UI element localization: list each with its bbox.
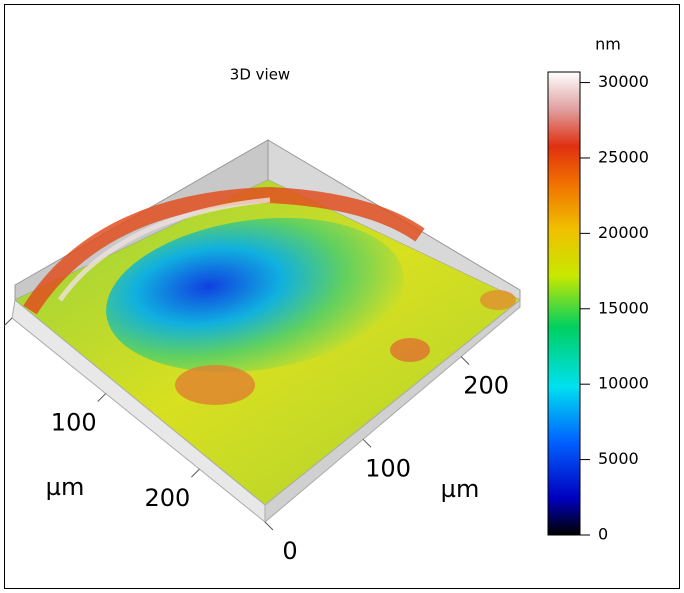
x-axis-label: µm <box>441 475 480 503</box>
x-tick-label: 200 <box>463 372 509 400</box>
x-tick-label: 100 <box>365 454 411 482</box>
x-tick <box>265 522 273 530</box>
chart: 3D view nm µm µm 0 5000 10000 15000 20000 250… <box>0 0 684 593</box>
colorbar-tick-label: 25000 <box>598 147 649 166</box>
colorbar-tick-label: 0 <box>598 525 608 544</box>
y-tick <box>4 318 12 326</box>
y-axis-label: µm <box>46 473 85 501</box>
y-tick-label: 200 <box>145 484 191 512</box>
colorbar-tick-label: 10000 <box>598 374 649 393</box>
colorbar-tick-label: 5000 <box>598 449 639 468</box>
colorbar-tick-label: 20000 <box>598 223 649 242</box>
y-tick-label: 100 <box>51 409 97 437</box>
x-tick-label: 0 <box>282 537 297 565</box>
colorbar-tick-label: 15000 <box>598 298 649 317</box>
colorbar-label: nm <box>595 35 621 54</box>
y-tick <box>191 469 199 477</box>
chart-title: 3D view <box>230 66 290 84</box>
colorbar-tick-label: 30000 <box>598 72 649 91</box>
x-tick <box>363 439 371 447</box>
page: 3D view nm µm µm 0 5000 10000 15000 20000 250… <box>0 0 684 593</box>
surface <box>12 140 520 522</box>
y-tick <box>98 394 106 402</box>
colorbar <box>548 72 580 535</box>
x-tick <box>461 357 469 365</box>
